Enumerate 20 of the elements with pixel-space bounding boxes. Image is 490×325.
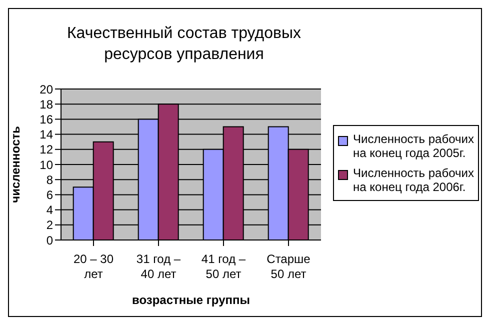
y-tick-label: 12: [40, 142, 54, 157]
y-tick-label: 10: [40, 158, 54, 172]
x-tick-label: 20 – 30 лет: [73, 252, 114, 281]
y-tick-label: 4: [46, 203, 54, 218]
y-tick-label: 14: [40, 128, 54, 142]
y-tick-label: 16: [40, 112, 54, 126]
x-tick-label: 31 год – 40 лет: [136, 252, 181, 281]
y-tick-label: 6: [46, 188, 54, 202]
x-tick-label: Старше 50 лет: [266, 252, 311, 281]
legend-label: Численность рабочих на конец года 2006г.: [353, 166, 474, 194]
y-tick-label: 0: [46, 233, 54, 248]
chart-title: Качественный состав трудовых ресурсов управления: [66, 24, 302, 65]
y-tick-label: 18: [40, 97, 54, 112]
y-tick-label: 8: [46, 172, 54, 187]
y-axis-title: численность: [8, 126, 22, 203]
y-tick-label: 2: [46, 218, 54, 232]
y-tick-label: 20: [40, 82, 54, 96]
x-tick-label: 41 год – 50 лет: [201, 252, 246, 281]
legend-label: Численность рабочих на конец года 2005г.: [353, 132, 474, 160]
x-axis-title: возрастные группы: [132, 293, 250, 307]
